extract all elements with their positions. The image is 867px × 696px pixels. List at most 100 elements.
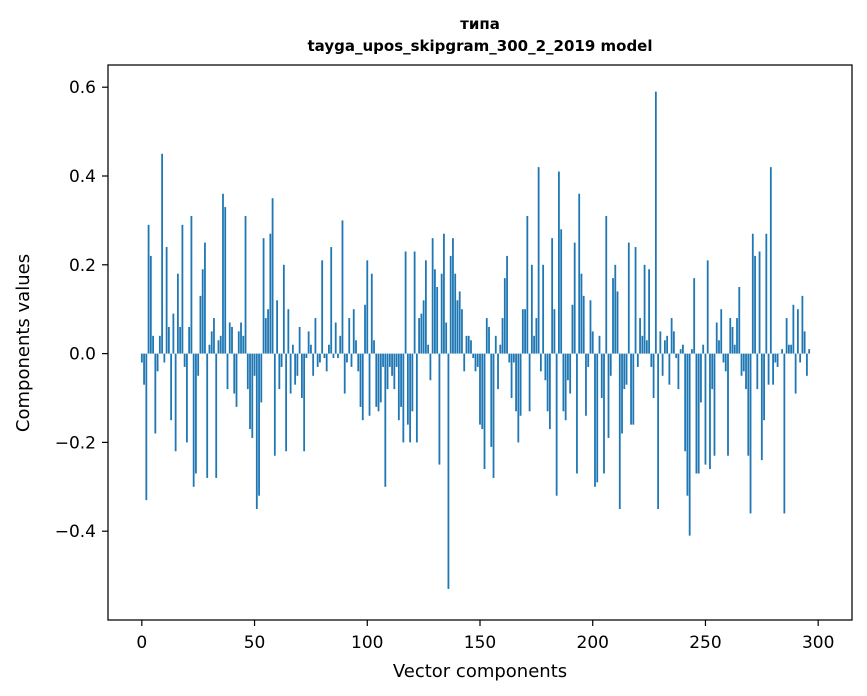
bar-component-246	[695, 353, 698, 474]
bar-component-151	[481, 353, 484, 430]
bar-component-143	[463, 353, 466, 372]
bar-component-133	[440, 273, 443, 354]
bar-component-258	[722, 353, 725, 363]
bar-component-170	[524, 309, 526, 354]
bar-component-19	[183, 353, 186, 367]
bar-component-188	[564, 353, 567, 421]
bar-component-106	[379, 353, 382, 403]
bar-component-254	[713, 353, 716, 456]
bar-component-191	[571, 304, 574, 354]
bar-component-169	[521, 309, 524, 354]
bar-component-109	[386, 353, 389, 390]
bar-component-136	[447, 353, 450, 589]
bar-component-172	[528, 353, 531, 412]
bar-component-235	[670, 318, 673, 354]
bar-component-65	[287, 309, 290, 354]
bar-component-32	[213, 318, 215, 354]
bar-component-260	[727, 353, 729, 456]
bar-component-211	[616, 291, 619, 354]
bar-component-152	[483, 353, 486, 470]
bar-component-68	[294, 353, 297, 385]
bar-component-177	[539, 353, 542, 372]
bar-component-157	[494, 335, 497, 354]
bar-component-78	[316, 353, 319, 367]
bar-component-206	[605, 215, 608, 354]
bar-component-97	[359, 353, 362, 407]
bar-component-167	[517, 353, 520, 443]
bar-component-269	[747, 353, 750, 456]
bar-component-195	[580, 273, 583, 354]
bar-component-31	[210, 331, 213, 354]
bar-component-43	[237, 331, 240, 354]
bar-component-187	[562, 353, 565, 412]
bar-component-131	[436, 287, 439, 354]
bar-component-162	[506, 255, 508, 354]
bar-component-37	[224, 207, 227, 354]
bar-component-232	[663, 340, 666, 354]
bar-component-145	[467, 335, 470, 354]
bar-component-74	[307, 331, 310, 354]
bar-component-1	[143, 353, 145, 385]
bar-component-112	[393, 353, 396, 390]
bar-component-218	[632, 353, 635, 425]
bar-component-231	[661, 353, 664, 376]
bar-component-205	[603, 353, 605, 474]
bar-component-76	[312, 353, 315, 376]
bar-component-256	[718, 340, 720, 354]
bar-component-48	[249, 353, 251, 430]
bar-component-11	[165, 247, 168, 354]
bar-component-60	[276, 300, 278, 354]
bar-component-207	[607, 353, 610, 438]
bar-component-222	[641, 335, 644, 354]
bar-component-161	[503, 278, 506, 354]
bar-component-85	[332, 353, 335, 359]
bar-component-237	[675, 353, 678, 359]
bar-component-126	[424, 260, 427, 354]
bar-component-35	[219, 335, 222, 354]
bar-component-263	[733, 344, 736, 354]
bar-component-251	[706, 260, 709, 354]
bar-component-155	[490, 353, 493, 447]
bar-component-61	[278, 353, 281, 390]
bar-component-245	[693, 278, 696, 354]
bar-component-158	[497, 353, 499, 390]
bar-component-274	[758, 251, 761, 354]
bar-component-75	[310, 344, 312, 354]
bar-component-241	[684, 353, 687, 452]
bar-component-62	[280, 353, 283, 367]
bar-component-244	[691, 349, 693, 354]
bar-component-229	[657, 353, 660, 509]
bar-component-55	[264, 318, 267, 354]
y-axis-ticks: −0.4 −0.2 0.0 0.2 0.4 0.6	[55, 78, 108, 542]
bar-component-201	[594, 353, 596, 487]
bar-component-8	[158, 335, 161, 354]
bar-component-144	[465, 335, 468, 354]
bar-component-236	[672, 331, 675, 354]
bar-component-174	[533, 335, 536, 354]
bar-component-208	[609, 353, 612, 376]
bar-component-40	[231, 326, 233, 354]
bar-component-234	[668, 353, 671, 385]
bar-component-3	[147, 224, 150, 354]
bar-component-9	[161, 153, 164, 354]
bar-component-116	[402, 353, 405, 443]
bar-component-216	[627, 242, 630, 354]
bar-component-221	[639, 318, 641, 354]
bar-component-94	[352, 309, 355, 354]
x-tick-label: 300	[802, 633, 834, 653]
bar-component-213	[621, 353, 623, 434]
bar-component-147	[472, 353, 475, 359]
chart-subtitle: tayga_upos_skipgram_300_2_2019 model	[308, 37, 653, 55]
bar-component-67	[291, 344, 294, 354]
bar-component-200	[591, 331, 594, 354]
bar-component-21	[188, 326, 191, 354]
bar-component-12	[167, 326, 170, 354]
bar-component-248	[700, 353, 702, 403]
bar-component-199	[589, 300, 592, 354]
bar-component-6	[154, 353, 157, 434]
y-tick-label: 0.6	[69, 78, 96, 98]
y-tick-label: −0.4	[55, 522, 96, 542]
bar-component-203	[598, 335, 601, 354]
bar-component-148	[474, 353, 477, 372]
bar-component-240	[682, 344, 684, 354]
